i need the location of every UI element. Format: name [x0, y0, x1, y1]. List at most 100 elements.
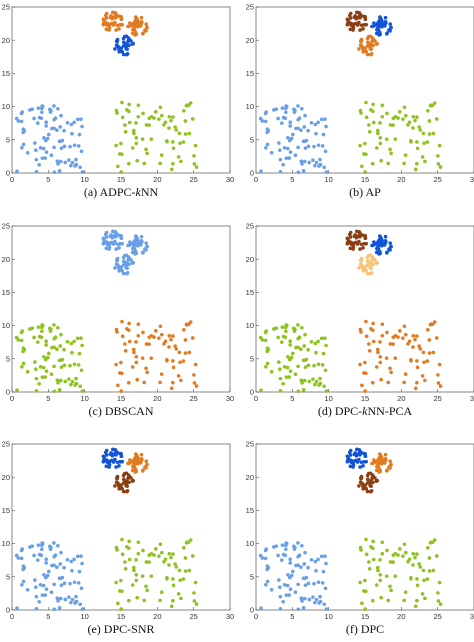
scatter-point [259, 388, 263, 392]
y-tick-label: 20 [2, 36, 10, 45]
scatter-point [389, 151, 393, 156]
scatter-point [183, 569, 188, 573]
scatter-point [355, 452, 359, 457]
scatter-point [296, 541, 300, 545]
scatter-point [377, 456, 382, 460]
scatter-point [398, 547, 402, 551]
scatter-point [193, 362, 198, 367]
scatter-point [363, 389, 367, 393]
scatter-point [48, 107, 52, 112]
scatter-point [281, 599, 285, 604]
scatter-point [287, 156, 292, 160]
scatter-point [284, 375, 289, 379]
scatter-point [314, 160, 319, 165]
scatter-point [362, 589, 366, 593]
scatter-point [427, 556, 432, 560]
scatter-point [171, 598, 175, 603]
scatter-point [140, 469, 145, 473]
scatter-point [113, 47, 117, 51]
scatter-point [366, 34, 371, 39]
scatter-point [75, 117, 80, 122]
scatter-point [127, 480, 131, 485]
scatter-point [34, 389, 39, 393]
scatter-point [127, 120, 132, 125]
scatter-point [147, 342, 151, 346]
scatter-point [142, 598, 147, 603]
y-tick-label: 15 [246, 288, 254, 297]
scatter-point [20, 110, 25, 114]
scatter-point [169, 604, 174, 609]
scatter-point [365, 52, 370, 57]
scatter-point [318, 157, 322, 162]
scatter-point [165, 140, 169, 144]
scatter-point [369, 266, 373, 270]
series-right-blob [358, 537, 443, 611]
scatter-point [438, 602, 443, 606]
scatter-point [347, 13, 352, 18]
scatter-point [43, 156, 48, 160]
scatter-point [15, 388, 19, 392]
scatter-point [118, 152, 122, 156]
scatter-point [358, 580, 362, 585]
scatter-point [296, 345, 300, 350]
scatter-point [386, 598, 391, 603]
scatter-point [364, 115, 369, 120]
scatter-point [122, 253, 127, 258]
scatter-point [55, 347, 59, 351]
series-tri-top-right [370, 234, 393, 256]
series-tri-top-right [370, 452, 393, 474]
scatter-point [114, 480, 119, 484]
scatter-point [347, 450, 352, 455]
y-tick-label: 10 [2, 539, 10, 548]
x-tick-label: 20 [153, 175, 161, 184]
scatter-point [69, 382, 73, 387]
scatter-point [36, 543, 41, 547]
scatter-point [430, 540, 435, 545]
scatter-point [126, 36, 131, 40]
scatter-point [358, 28, 362, 32]
scatter-point [41, 365, 46, 370]
scatter-point [52, 170, 57, 175]
series-tri-top-right [126, 15, 149, 37]
scatter-point [107, 25, 112, 30]
scatter-point [130, 583, 135, 587]
scatter-point [426, 545, 430, 550]
scatter-point [288, 339, 292, 344]
scatter-point [321, 132, 326, 137]
scatter-point [316, 143, 321, 148]
scatter-point [317, 164, 321, 168]
scatter-point [132, 131, 136, 136]
scatter-point [144, 366, 148, 371]
scatter-point [74, 594, 78, 599]
scatter-point [165, 359, 169, 363]
scatter-point [389, 588, 393, 593]
scatter-point [159, 153, 164, 157]
scatter-point [122, 471, 127, 476]
scatter-point [380, 238, 384, 243]
scatter-point [323, 149, 328, 154]
scatter-point [393, 114, 398, 119]
scatter-point [120, 115, 125, 120]
scatter-point [123, 349, 128, 353]
scatter-point [323, 117, 327, 121]
scatter-point [401, 336, 405, 340]
scatter-point [411, 552, 416, 556]
scatter-point [371, 43, 375, 48]
scatter-point [374, 146, 379, 150]
scatter-point [49, 153, 54, 158]
scatter-point [174, 128, 179, 132]
scatter-point [417, 125, 421, 129]
scatter-point [378, 121, 382, 125]
scatter-point [370, 36, 375, 40]
series-tri-top-right [126, 452, 149, 474]
scatter-point [359, 233, 364, 237]
scatter-point [296, 323, 300, 327]
scatter-point [108, 234, 113, 239]
scatter-point [307, 379, 312, 384]
scatter-point [123, 342, 127, 346]
scatter-point [402, 380, 406, 385]
series-right-blob [114, 537, 199, 611]
scatter-point [63, 160, 68, 165]
scatter-point [176, 374, 181, 378]
